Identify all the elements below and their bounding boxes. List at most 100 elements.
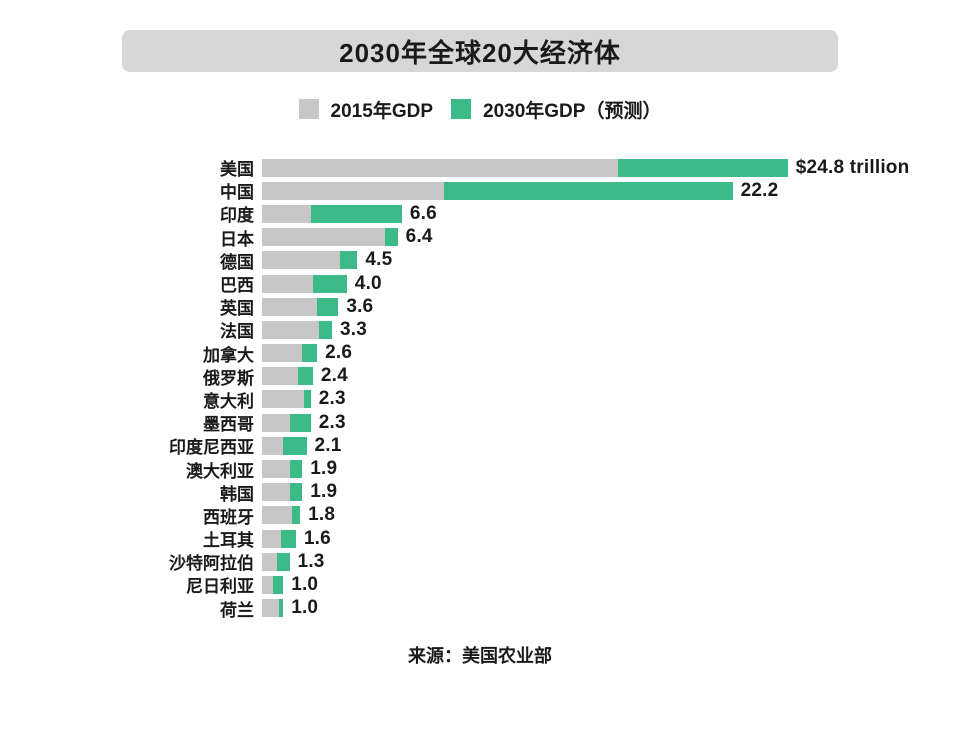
legend-label-2030: 2030年GDP（预测）	[483, 100, 662, 122]
country-label: 日本	[220, 229, 254, 249]
country-label: 意大利	[203, 391, 254, 411]
value-label: 3.3	[339, 318, 367, 340]
value-label: 1.3	[297, 550, 325, 572]
country-label: 韩国	[220, 484, 254, 504]
bar-chart: 美国 $24.8 trillion 中国 22.2 印度 6.6 日本 6.4 德国 4.5 巴西 4…	[140, 156, 960, 620]
bar-row: 西班牙 1.8	[140, 504, 960, 527]
gdp-2030-bar	[262, 483, 303, 502]
bar-row: 加拿大 2.6	[140, 342, 960, 365]
country-label: 德国	[220, 252, 254, 272]
bar-row: 德国 4.5	[140, 249, 960, 272]
gdp-2030-bar	[262, 506, 301, 525]
country-label: 法国	[220, 322, 254, 342]
gdp-2030-bar	[262, 181, 733, 200]
bar-row: 沙特阿拉伯 1.3	[140, 550, 960, 574]
gdp-2015-segment	[262, 367, 299, 386]
value-label: 2.1	[314, 434, 342, 456]
gdp-2015-segment	[262, 390, 305, 409]
country-label: 沙特阿拉伯	[169, 554, 254, 574]
gdp-2030-bar	[262, 228, 398, 247]
value-label: 1.6	[303, 527, 331, 549]
bar-row: 韩国 1.9	[140, 481, 960, 504]
bar-row: 印度 6.6	[140, 202, 960, 226]
country-label: 加拿大	[203, 345, 254, 365]
bar-row: 法国 3.3	[140, 318, 960, 342]
gdp-2015-segment	[262, 181, 445, 200]
value-label: 6.4	[405, 226, 433, 248]
source-note: 来源：美国农业部	[408, 645, 552, 666]
legend-swatch-2015-icon	[298, 99, 319, 119]
gdp-2030-bar	[262, 251, 358, 270]
value-label: $24.8 trillion	[795, 156, 910, 178]
value-label: 1.9	[310, 458, 338, 480]
value-label: 3.6	[346, 295, 374, 317]
bar-row: 美国 $24.8 trillion	[140, 156, 960, 180]
gdp-2030-bar	[262, 344, 318, 363]
value-label: 2.3	[318, 388, 346, 410]
country-label: 尼日利亚	[186, 577, 254, 597]
country-label: 俄罗斯	[203, 368, 254, 388]
value-label: 1.8	[308, 504, 336, 526]
gdp-2015-segment	[262, 344, 303, 363]
value-label: 4.5	[365, 249, 393, 271]
gdp-2015-segment	[262, 274, 313, 293]
bar-row: 俄罗斯 2.4	[140, 365, 960, 388]
country-label: 墨西哥	[203, 415, 254, 435]
gdp-2015-segment	[262, 529, 282, 548]
gdp-2030-bar	[262, 599, 284, 618]
gdp-2015-segment	[262, 552, 277, 571]
bar-row: 中国 22.2	[140, 179, 960, 203]
gdp-2015-segment	[262, 251, 341, 270]
country-label: 印度尼西亚	[169, 438, 254, 458]
gdp-2015-segment	[262, 575, 273, 594]
bar-row: 印度尼西亚 2.1	[140, 434, 960, 458]
page-title: 2030年全球20大经济体	[339, 37, 621, 68]
gdp-2015-segment	[262, 320, 320, 339]
legend-swatch-2030-icon	[451, 99, 471, 119]
bar-row: 荷兰 1.0	[140, 597, 960, 620]
country-label: 英国	[220, 299, 254, 319]
gdp-2030-bar	[262, 204, 402, 223]
gdp-2015-segment	[262, 436, 284, 455]
bar-row: 墨西哥 2.3	[140, 411, 960, 435]
country-label: 中国	[220, 183, 254, 203]
gdp-2015-segment	[262, 204, 311, 223]
value-label: 1.0	[291, 573, 319, 595]
gdp-2015-segment	[262, 413, 290, 432]
bar-row: 日本 6.4	[140, 226, 960, 249]
gdp-2015-segment	[262, 158, 619, 177]
legend-label-2015: 2015年GDP	[330, 100, 433, 122]
gdp-2030-bar	[262, 367, 313, 386]
bar-row: 英国 3.6	[140, 295, 960, 319]
infographic-page: 2030年全球20大经济体 2015年GDP 2030年GDP（预测） 美国 $2…	[0, 30, 960, 668]
gdp-2030-bar	[262, 460, 303, 479]
bar-row: 尼日利亚 1.0	[140, 573, 960, 597]
gdp-2030-bar	[262, 436, 307, 455]
country-label: 澳大利亚	[186, 461, 254, 481]
country-label: 巴西	[220, 276, 254, 296]
value-label: 1.9	[310, 481, 338, 503]
gdp-2030-bar	[262, 529, 296, 548]
gdp-2030-bar	[262, 575, 284, 594]
country-label: 美国	[220, 160, 254, 180]
bar-row: 巴西 4.0	[140, 272, 960, 296]
gdp-2030-bar	[262, 552, 290, 571]
title-banner: 2030年全球20大经济体	[122, 30, 838, 72]
gdp-2015-segment	[262, 599, 279, 618]
gdp-2015-segment	[262, 483, 290, 502]
gdp-2030-bar	[262, 274, 347, 293]
value-label: 2.6	[325, 342, 353, 364]
gdp-2015-segment	[262, 297, 318, 316]
country-label: 印度	[220, 206, 254, 226]
value-label: 2.3	[318, 411, 346, 433]
country-label: 西班牙	[203, 507, 254, 527]
gdp-2015-segment	[262, 460, 290, 479]
value-label: 22.2	[740, 179, 779, 201]
country-label: 荷兰	[220, 600, 254, 620]
value-label: 2.4	[320, 365, 348, 387]
value-label: 4.0	[354, 272, 382, 294]
value-label: 1.0	[291, 597, 319, 619]
gdp-2030-bar	[262, 390, 311, 409]
value-label: 6.6	[409, 202, 437, 224]
legend: 2015年GDP 2030年GDP（预测）	[0, 98, 960, 122]
